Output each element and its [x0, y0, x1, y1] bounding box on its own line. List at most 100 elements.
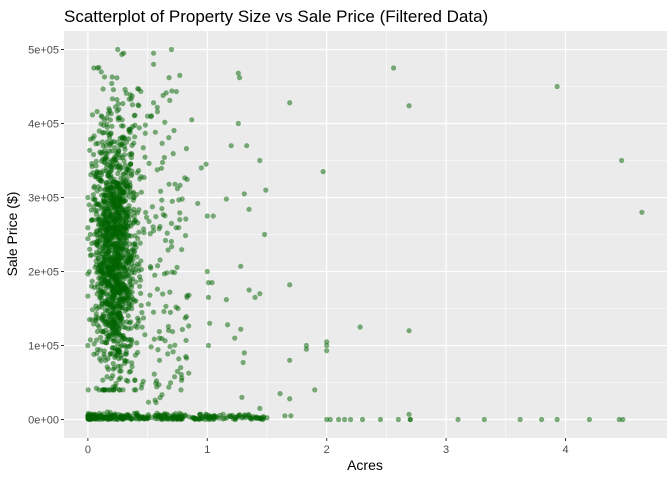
data-point-cluster	[126, 203, 132, 209]
data-point-cluster	[114, 208, 120, 214]
data-point-zero-band	[170, 414, 176, 420]
data-point	[232, 335, 238, 341]
data-point	[198, 165, 204, 171]
data-point-spread	[159, 335, 165, 342]
data-point-cluster	[114, 108, 120, 114]
data-point-cluster	[98, 269, 104, 275]
data-point-cluster	[110, 316, 116, 322]
data-point-spread	[159, 159, 166, 166]
data-point	[87, 231, 93, 238]
data-point-cluster	[126, 126, 132, 132]
data-point-cluster	[100, 86, 106, 92]
data-point-spread	[138, 189, 144, 195]
data-point-spread	[179, 326, 185, 333]
data-point-cluster	[89, 163, 95, 170]
data-point	[263, 187, 269, 193]
data-point-spread	[142, 332, 148, 338]
data-point	[150, 50, 157, 56]
data-point	[246, 206, 252, 212]
data-point-spread	[179, 377, 185, 383]
data-point	[152, 272, 158, 278]
data-point	[238, 263, 244, 269]
data-point-cluster	[119, 134, 125, 140]
data-point-cluster	[89, 278, 95, 284]
data-point-cluster	[97, 177, 104, 183]
data-point	[150, 228, 157, 234]
data-point-cluster	[110, 360, 116, 367]
data-point-cluster	[121, 225, 127, 231]
data-point-cluster	[87, 136, 94, 142]
data-point-cluster	[107, 142, 113, 149]
data-point-cluster	[98, 334, 104, 340]
chart-title: Scatterplot of Property Size vs Sale Pri…	[64, 7, 488, 26]
data-point-cluster	[105, 283, 111, 289]
data-point-cluster	[97, 227, 103, 233]
data-point-cluster	[104, 313, 111, 319]
data-point-spread	[128, 233, 134, 239]
data-point	[327, 416, 333, 423]
data-point-cluster	[117, 375, 124, 381]
data-point-cluster	[115, 148, 122, 154]
data-point-zero-band	[226, 413, 232, 419]
data-point-spread	[182, 232, 189, 239]
data-point-cluster	[101, 348, 107, 354]
data-point	[203, 161, 209, 167]
y-tick-label: 0e+00	[28, 415, 59, 427]
data-point-spread	[140, 145, 146, 151]
data-point-cluster	[85, 342, 91, 349]
data-point-spread	[127, 184, 133, 190]
data-point-spread	[178, 365, 184, 371]
data-point-cluster	[107, 336, 113, 342]
data-point-cluster	[118, 123, 125, 129]
data-point	[282, 413, 288, 419]
data-point-spread	[169, 88, 175, 94]
data-point-cluster	[110, 366, 116, 372]
data-point-cluster	[105, 243, 111, 249]
data-point	[228, 143, 234, 149]
y-tick-label: 5e+05	[28, 45, 59, 57]
data-point-zero-band	[207, 414, 213, 420]
data-point-zero-band	[152, 413, 158, 419]
data-point-cluster	[125, 313, 131, 319]
data-point-cluster	[93, 258, 99, 264]
data-point	[246, 287, 252, 293]
data-point-cluster	[88, 172, 94, 178]
data-point	[262, 231, 268, 238]
data-point-zero-band	[112, 411, 118, 417]
data-point-spread	[171, 127, 177, 134]
data-point-cluster	[110, 331, 116, 337]
data-point-cluster	[95, 140, 101, 146]
data-point-spread	[151, 371, 157, 377]
data-point-cluster	[113, 279, 119, 285]
data-point-spread	[132, 248, 138, 255]
data-point-cluster	[134, 315, 141, 321]
data-point-cluster	[116, 387, 123, 393]
data-point-cluster	[96, 324, 102, 330]
data-point-spread	[159, 140, 165, 146]
data-point-spread	[142, 154, 148, 160]
data-point-spread	[128, 325, 134, 331]
data-point	[554, 83, 560, 90]
data-point-cluster	[107, 108, 113, 114]
data-point-cluster	[90, 192, 96, 198]
data-point-spread	[127, 368, 134, 374]
data-point	[195, 200, 201, 207]
data-point-cluster	[109, 80, 115, 87]
data-point-zero-band	[239, 415, 245, 421]
data-point	[257, 405, 263, 411]
data-point-cluster	[93, 158, 99, 165]
data-point-spread	[142, 122, 148, 128]
data-point-spread	[186, 370, 192, 376]
data-point-cluster	[132, 233, 138, 239]
data-point-spread	[129, 102, 136, 108]
data-point-spread	[160, 291, 166, 297]
data-point-cluster	[126, 136, 132, 142]
data-point-spread	[169, 198, 175, 204]
data-point-cluster	[112, 354, 118, 360]
data-point-cluster	[107, 191, 114, 197]
data-point-cluster	[117, 368, 123, 374]
data-point-cluster	[101, 238, 108, 244]
data-point-cluster	[135, 320, 141, 326]
data-point-cluster	[105, 250, 111, 256]
data-point-cluster	[136, 207, 142, 213]
